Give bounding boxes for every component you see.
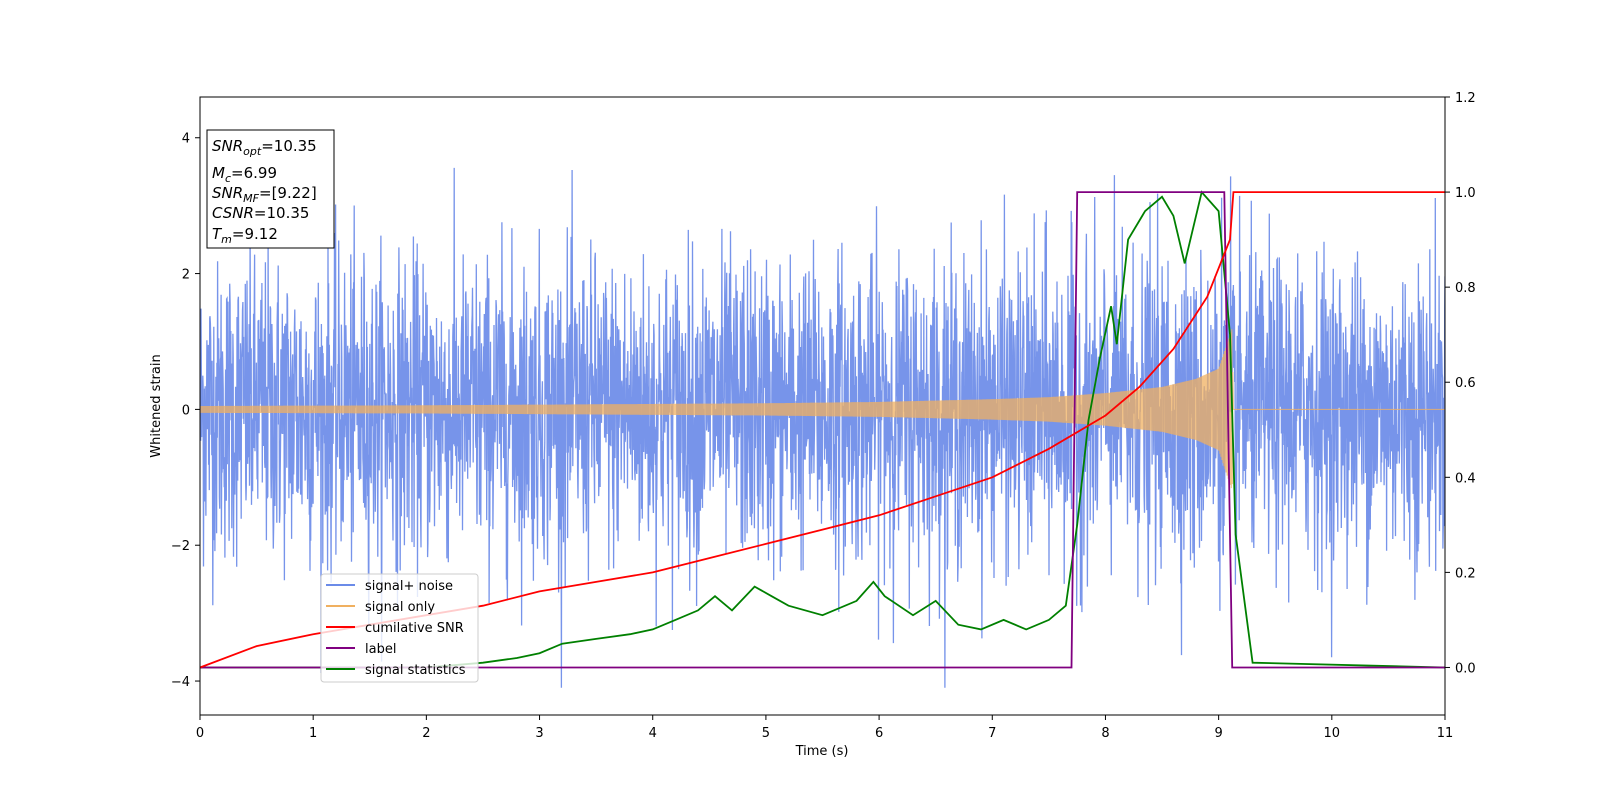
annotation-line: Mc=6.99 [212, 164, 277, 185]
x-tick-label: 0 [196, 726, 204, 741]
y-tick-label-right: 0.4 [1455, 471, 1476, 486]
legend-label: signal+ noise [365, 579, 453, 594]
annotation-frame [206, 129, 335, 249]
x-tick-label: 5 [762, 726, 770, 741]
y-tick-label-right: 0.6 [1455, 376, 1476, 391]
y-axis-right: 0.0 0.2 0.4 0.6 0.8 1.0 1.2 [1445, 91, 1476, 676]
y-tick-label-right: 0.8 [1455, 281, 1476, 296]
legend-label: signal only [365, 600, 435, 615]
y-tick-label-left: 0 [182, 403, 190, 418]
x-tick-label: 3 [535, 726, 543, 741]
x-tick-label: 11 [1437, 726, 1454, 741]
annotation-line: CSNR=10.35 [212, 204, 309, 222]
legend-label: cumilative SNR [365, 621, 464, 636]
x-tick-label: 6 [875, 726, 883, 741]
y-tick-label-left: 2 [182, 268, 190, 283]
series-label [200, 191, 1445, 669]
y-axis-left: −4 −2 0 2 4 [171, 132, 200, 690]
series-signal-noise [200, 167, 1445, 688]
annotation-line: Tm=9.12 [212, 225, 278, 246]
x-tick-label: 1 [309, 726, 317, 741]
y-tick-label-left: −2 [171, 539, 190, 554]
x-axis: 0 1 2 3 4 5 6 7 8 9 10 11 [196, 715, 1453, 741]
y-tick-label-right: 0.0 [1455, 661, 1476, 676]
y-axis-label: Whitened strain [149, 354, 164, 457]
x-tick-label: 10 [1324, 726, 1341, 741]
x-tick-label: 8 [1101, 726, 1109, 741]
y-tick-label-right: 0.2 [1455, 566, 1476, 581]
annotation-line: SNRopt=10.35 [212, 137, 317, 158]
series-signal-statistics [200, 190, 1445, 669]
y-tick-label-right: 1.2 [1455, 91, 1476, 106]
legend-frame [320, 573, 479, 683]
y-tick-label-left: 4 [182, 132, 190, 147]
y-tick-label-right: 1.0 [1455, 186, 1476, 201]
annotation-box: SNRopt=10.35 Mc=6.99SNRMF=[9.22]CSNR=10.3… [206, 129, 335, 249]
x-tick-label: 7 [988, 726, 996, 741]
x-tick-label: 2 [422, 726, 430, 741]
y-tick-label-left: −4 [171, 675, 190, 690]
legend: signal+ noise signal only cumilative SNR la… [320, 573, 479, 683]
series-signal-only [200, 329, 1445, 489]
x-tick-label: 4 [649, 726, 657, 741]
x-axis-label: Time (s) [795, 744, 849, 759]
legend-label: label [365, 642, 396, 657]
x-tick-label: 9 [1214, 726, 1222, 741]
legend-label: signal statistics [365, 663, 466, 678]
plot-frame [199, 96, 1446, 716]
annotation-line: SNRMF=[9.22] [212, 184, 317, 205]
